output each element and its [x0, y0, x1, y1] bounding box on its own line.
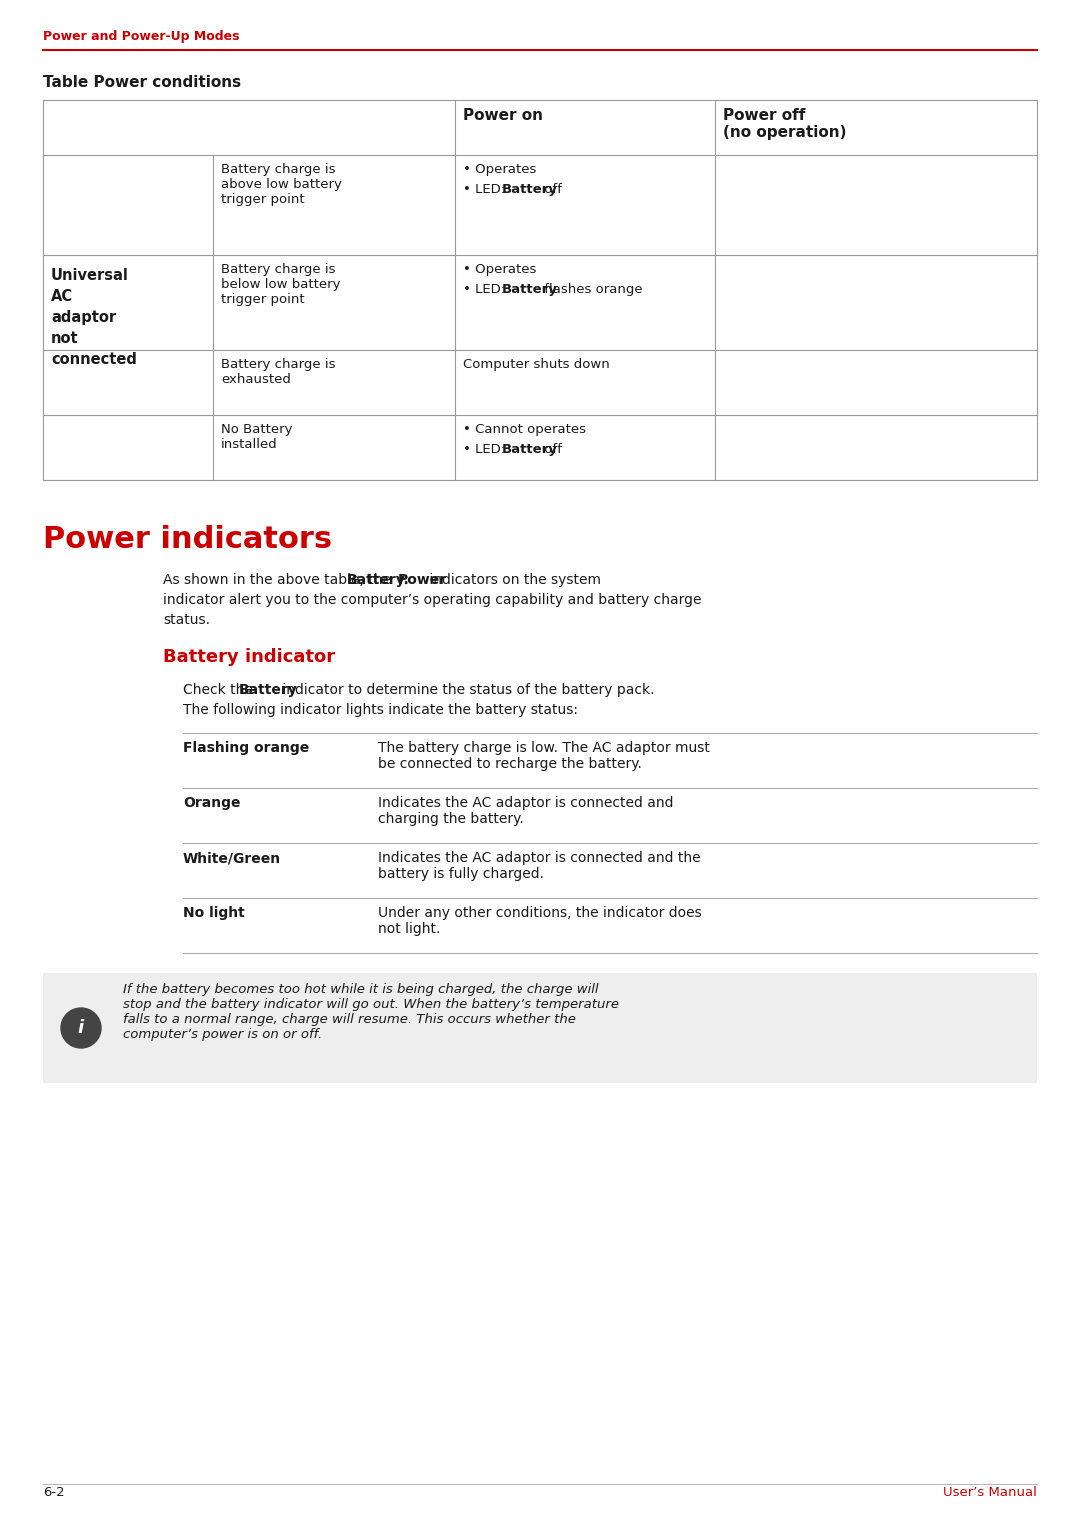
Bar [43, 972, 1037, 1083]
Text: off: off [540, 443, 562, 456]
Text: As shown in the above table, the: As shown in the above table, the [163, 573, 395, 587]
Text: Battery: Battery [239, 683, 298, 697]
Text: indicator alert you to the computer’s operating capability and battery charge: indicator alert you to the computer’s op… [163, 593, 702, 607]
Text: No Battery
installed: No Battery installed [221, 424, 293, 451]
Text: • Operates: • Operates [463, 263, 537, 277]
Text: White/Green: White/Green [183, 852, 281, 865]
Text: • LED:: • LED: [463, 183, 510, 196]
Text: Power: Power [397, 573, 446, 587]
Text: Power off
(no operation): Power off (no operation) [723, 109, 847, 141]
Text: 6-2: 6-2 [43, 1486, 65, 1498]
Text: The battery charge is low. The AC adaptor must
be connected to recharge the batt: The battery charge is low. The AC adapto… [378, 742, 710, 771]
Circle shape [60, 1008, 102, 1047]
Text: Battery: Battery [501, 183, 557, 196]
Text: If the battery becomes too hot while it is being charged, the charge will
stop a: If the battery becomes too hot while it … [123, 983, 619, 1041]
Text: off: off [540, 183, 562, 196]
Text: • LED:: • LED: [463, 443, 510, 456]
Text: i: i [78, 1018, 84, 1037]
Text: User’s Manual: User’s Manual [943, 1486, 1037, 1498]
Text: Power indicators: Power indicators [43, 524, 333, 553]
Text: indicator to determine the status of the battery pack.: indicator to determine the status of the… [278, 683, 654, 697]
Text: Battery.: Battery. [347, 573, 410, 587]
Text: Battery charge is
below low battery
trigger point: Battery charge is below low battery trig… [221, 263, 340, 306]
Text: Universal
AC
adaptor
not
connected: Universal AC adaptor not connected [51, 268, 137, 367]
Text: Under any other conditions, the indicator does
not light.: Under any other conditions, the indicato… [378, 907, 702, 936]
Text: Battery charge is
exhausted: Battery charge is exhausted [221, 358, 336, 385]
Text: status.: status. [163, 613, 210, 627]
Text: Battery charge is
above low battery
trigger point: Battery charge is above low battery trig… [221, 164, 342, 206]
Text: indicators on the system: indicators on the system [426, 573, 602, 587]
Text: Indicates the AC adaptor is connected and
charging the battery.: Indicates the AC adaptor is connected an… [378, 797, 674, 826]
Text: Battery: Battery [501, 443, 557, 456]
Text: Power on: Power on [463, 109, 543, 122]
Text: No light: No light [183, 907, 245, 920]
Text: Check the: Check the [183, 683, 257, 697]
Text: flashes orange: flashes orange [540, 283, 643, 297]
Text: Power and Power-Up Modes: Power and Power-Up Modes [43, 31, 240, 43]
Text: The following indicator lights indicate the battery status:: The following indicator lights indicate … [183, 703, 578, 717]
Text: Flashing orange: Flashing orange [183, 742, 309, 755]
Text: Battery: Battery [501, 283, 557, 297]
Text: Battery indicator: Battery indicator [163, 648, 335, 667]
Text: Indicates the AC adaptor is connected and the
battery is fully charged.: Indicates the AC adaptor is connected an… [378, 852, 701, 881]
Text: Orange: Orange [183, 797, 241, 810]
Text: • Operates: • Operates [463, 164, 537, 176]
Text: • LED:: • LED: [463, 283, 510, 297]
Text: Computer shuts down: Computer shuts down [463, 358, 610, 372]
Text: • Cannot operates: • Cannot operates [463, 424, 586, 436]
Text: Table Power conditions: Table Power conditions [43, 75, 241, 90]
